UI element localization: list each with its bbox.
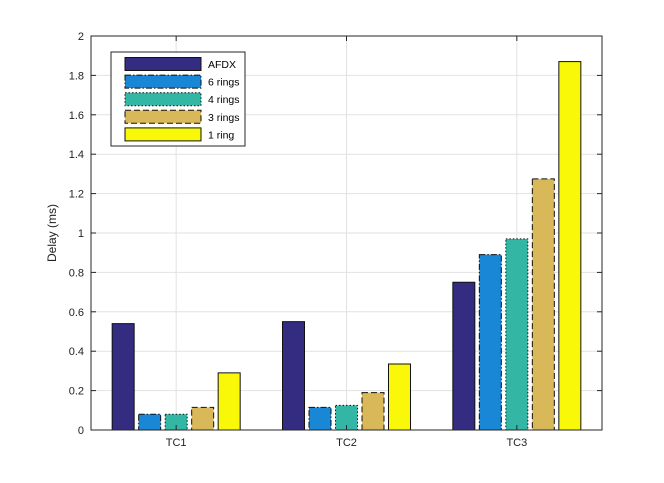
- legend-label-3-rings: 3 rings: [208, 112, 240, 124]
- bar-6-rings-tc2: [308, 406, 332, 431]
- legend-label-afdx: AFDX: [208, 59, 236, 71]
- y-tick-label-4: 0.8: [69, 267, 84, 279]
- legend-swatch-6-rings: [124, 74, 202, 89]
- bar-3-rings-tc1: [191, 406, 215, 431]
- axes: 0 0.2 0.4 0.6 0.8 1 1.2 1.4 1.6 1.8 2 TC1 TC2 TC3: [69, 31, 603, 449]
- legend: AFDX 6 rings 4 rings 3 rings 1 ring: [110, 51, 246, 147]
- y-tick-label-7: 1.4: [69, 149, 84, 161]
- x-tick-label-tc2: TC2: [336, 437, 357, 449]
- y-tick-label-6: 1.2: [69, 189, 84, 201]
- bar-1-ring-tc1: [217, 372, 241, 431]
- bar-1-ring-tc2: [388, 363, 411, 431]
- y-tick-label-10: 2: [78, 31, 84, 43]
- bar-1-ring-tc3: [558, 61, 582, 431]
- legend-label-6-rings: 6 rings: [208, 77, 240, 89]
- y-tick-label-2: 0.4: [69, 346, 84, 358]
- x-tick-label-tc3: TC3: [506, 437, 527, 449]
- bar-4-rings-tc3: [505, 238, 529, 431]
- legend-swatch-1-ring: [124, 127, 202, 142]
- y-tick-label-9: 1.8: [69, 70, 84, 82]
- bar-3-rings-tc3: [531, 178, 555, 431]
- legend-label-4-rings: 4 rings: [208, 94, 240, 106]
- legend-swatch-3-rings: [124, 109, 202, 124]
- y-axis-title: Delay (ms): [45, 204, 59, 262]
- x-tick-label-tc1: TC1: [166, 437, 187, 449]
- bar-afdx-tc2: [282, 321, 305, 431]
- y-tick-label-1: 0.2: [69, 386, 84, 398]
- bar-6-rings-tc1: [138, 413, 162, 431]
- y-tick-label-5: 1: [78, 228, 84, 240]
- bar-3-rings-tc2: [361, 392, 385, 431]
- legend-label-1-ring: 1 ring: [208, 129, 234, 141]
- bar-afdx-tc3: [452, 281, 476, 431]
- bar-4-rings-tc2: [335, 404, 358, 431]
- y-tick-label-8: 1.6: [69, 110, 84, 122]
- legend-swatch-4-rings: [124, 92, 202, 107]
- y-tick-label-3: 0.6: [69, 307, 84, 319]
- bar-4-rings-tc1: [164, 413, 188, 431]
- bar-6-rings-tc3: [478, 254, 502, 431]
- bar-afdx-tc1: [111, 323, 135, 431]
- legend-swatch-afdx: [124, 57, 202, 71]
- y-tick-label-0: 0: [78, 425, 84, 437]
